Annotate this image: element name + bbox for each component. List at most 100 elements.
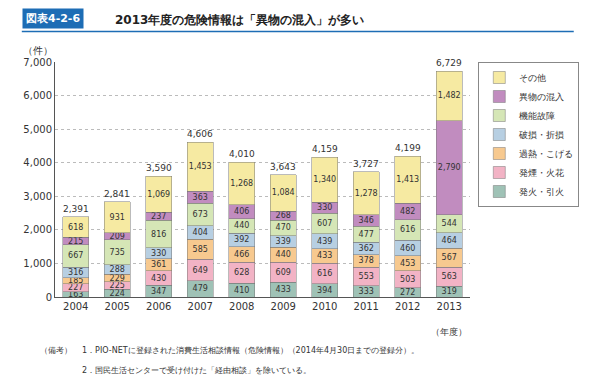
svg-text:215: 215 — [68, 237, 83, 246]
svg-text:616: 616 — [317, 269, 332, 278]
svg-text:585: 585 — [193, 245, 208, 254]
svg-text:2009: 2009 — [271, 301, 296, 312]
svg-text:460: 460 — [400, 244, 415, 253]
svg-text:4,000: 4,000 — [23, 157, 52, 168]
svg-text:607: 607 — [317, 219, 332, 228]
svg-text:466: 466 — [234, 250, 249, 259]
svg-text:2010: 2010 — [312, 301, 337, 312]
svg-text:237: 237 — [151, 212, 166, 221]
svg-text:4,606: 4,606 — [187, 129, 213, 139]
svg-text:3,000: 3,000 — [23, 191, 52, 202]
svg-text:1,000: 1,000 — [23, 258, 52, 269]
svg-text:616: 616 — [400, 225, 415, 234]
svg-text:185: 185 — [68, 276, 83, 285]
svg-text:288: 288 — [110, 265, 125, 274]
svg-text:図表4-2-6: 図表4-2-6 — [26, 12, 80, 25]
svg-text:0: 0 — [46, 292, 52, 303]
svg-text:2,391: 2,391 — [63, 204, 89, 214]
svg-text:378: 378 — [359, 256, 374, 265]
svg-text:316: 316 — [68, 268, 83, 277]
svg-text:931: 931 — [110, 213, 125, 222]
svg-text:2,790: 2,790 — [438, 163, 461, 172]
svg-text:227: 227 — [68, 283, 83, 292]
svg-text:347: 347 — [151, 287, 166, 296]
svg-text:333: 333 — [359, 287, 374, 296]
svg-text:225: 225 — [110, 281, 125, 290]
svg-text:567: 567 — [442, 253, 457, 262]
svg-text:464: 464 — [442, 236, 457, 245]
svg-text:319: 319 — [442, 287, 457, 296]
svg-text:406: 406 — [234, 207, 249, 216]
svg-text:330: 330 — [151, 249, 166, 258]
svg-text:339: 339 — [276, 237, 291, 246]
svg-text:439: 439 — [317, 237, 332, 246]
svg-text:4,199: 4,199 — [395, 143, 421, 153]
svg-text:553: 553 — [359, 272, 374, 281]
svg-text:（年度）: （年度） — [431, 327, 467, 337]
svg-text:2,000: 2,000 — [23, 224, 52, 235]
svg-text:2．国民生活センターで受け付けた「経由相談」を除いている。: 2．国民生活センターで受け付けた「経由相談」を除いている。 — [82, 366, 311, 375]
svg-text:330: 330 — [317, 203, 332, 212]
svg-text:268: 268 — [276, 211, 291, 220]
svg-text:6,729: 6,729 — [436, 58, 462, 68]
svg-text:3,590: 3,590 — [146, 163, 172, 173]
svg-text:2011: 2011 — [354, 301, 379, 312]
svg-text:3,727: 3,727 — [353, 159, 379, 169]
svg-text:破損・折損: 破損・折損 — [518, 130, 564, 140]
svg-text:1,069: 1,069 — [147, 190, 170, 199]
svg-text:2,841: 2,841 — [104, 189, 130, 199]
svg-text:392: 392 — [234, 235, 249, 244]
svg-text:（備考）: （備考） — [40, 346, 72, 355]
svg-text:229: 229 — [110, 274, 125, 283]
svg-text:過熱・こげる: 過熱・こげる — [519, 149, 573, 159]
svg-text:（件）: （件） — [23, 45, 53, 56]
svg-text:433: 433 — [317, 251, 332, 260]
svg-text:224: 224 — [110, 289, 125, 297]
svg-text:453: 453 — [400, 259, 415, 268]
svg-text:1．PIO-NETに登録された消費生活相談情報（危険情報）（: 1．PIO-NETに登録された消費生活相談情報（危険情報）（2014年4月30日… — [82, 346, 419, 355]
svg-text:その他: その他 — [519, 73, 546, 83]
svg-text:209: 209 — [110, 232, 125, 241]
svg-text:272: 272 — [400, 288, 415, 297]
svg-text:433: 433 — [276, 285, 291, 294]
svg-text:2006: 2006 — [146, 301, 171, 312]
svg-text:発煙・火花: 発煙・火花 — [519, 168, 564, 178]
svg-text:163: 163 — [68, 290, 83, 297]
svg-text:673: 673 — [193, 210, 208, 219]
svg-text:482: 482 — [400, 207, 415, 216]
svg-text:1,084: 1,084 — [272, 188, 295, 197]
svg-text:563: 563 — [442, 272, 457, 281]
svg-text:4,010: 4,010 — [229, 149, 255, 159]
svg-text:735: 735 — [110, 248, 125, 257]
svg-text:2013年度の危険情報は「異物の混入」が多い: 2013年度の危険情報は「異物の混入」が多い — [115, 13, 364, 27]
svg-text:発火・引火: 発火・引火 — [519, 187, 564, 197]
svg-text:649: 649 — [193, 266, 208, 275]
svg-text:1,413: 1,413 — [396, 175, 419, 184]
svg-text:363: 363 — [193, 193, 208, 202]
svg-text:異物の混入: 異物の混入 — [519, 92, 564, 102]
svg-text:544: 544 — [442, 219, 457, 228]
svg-text:2007: 2007 — [188, 301, 213, 312]
svg-text:361: 361 — [151, 260, 166, 269]
svg-text:394: 394 — [317, 286, 332, 295]
svg-text:3,643: 3,643 — [270, 162, 296, 172]
svg-text:7,000: 7,000 — [23, 57, 52, 68]
svg-text:609: 609 — [276, 268, 291, 277]
svg-text:362: 362 — [359, 244, 374, 253]
svg-text:477: 477 — [359, 230, 374, 239]
svg-text:2005: 2005 — [105, 301, 130, 312]
svg-text:2004: 2004 — [63, 301, 88, 312]
svg-text:1,340: 1,340 — [313, 175, 336, 184]
svg-text:404: 404 — [193, 228, 208, 237]
svg-text:2013: 2013 — [437, 301, 462, 312]
svg-text:816: 816 — [151, 230, 166, 239]
svg-text:503: 503 — [400, 275, 415, 284]
svg-text:1,482: 1,482 — [438, 91, 461, 100]
svg-text:2012: 2012 — [395, 301, 420, 312]
svg-text:4,159: 4,159 — [312, 144, 338, 154]
svg-text:618: 618 — [68, 223, 83, 232]
svg-text:628: 628 — [234, 268, 249, 277]
svg-text:346: 346 — [359, 216, 374, 225]
svg-text:667: 667 — [68, 251, 83, 260]
svg-text:410: 410 — [234, 286, 249, 295]
